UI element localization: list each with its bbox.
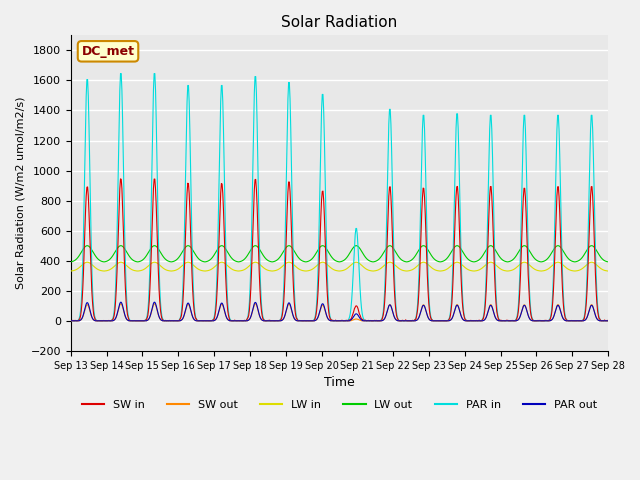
Text: DC_met: DC_met xyxy=(81,45,134,58)
X-axis label: Time: Time xyxy=(324,376,355,389)
Legend: SW in, SW out, LW in, LW out, PAR in, PAR out: SW in, SW out, LW in, LW out, PAR in, PA… xyxy=(77,396,602,415)
Y-axis label: Solar Radiation (W/m2 umol/m2/s): Solar Radiation (W/m2 umol/m2/s) xyxy=(15,97,25,289)
Title: Solar Radiation: Solar Radiation xyxy=(282,15,397,30)
